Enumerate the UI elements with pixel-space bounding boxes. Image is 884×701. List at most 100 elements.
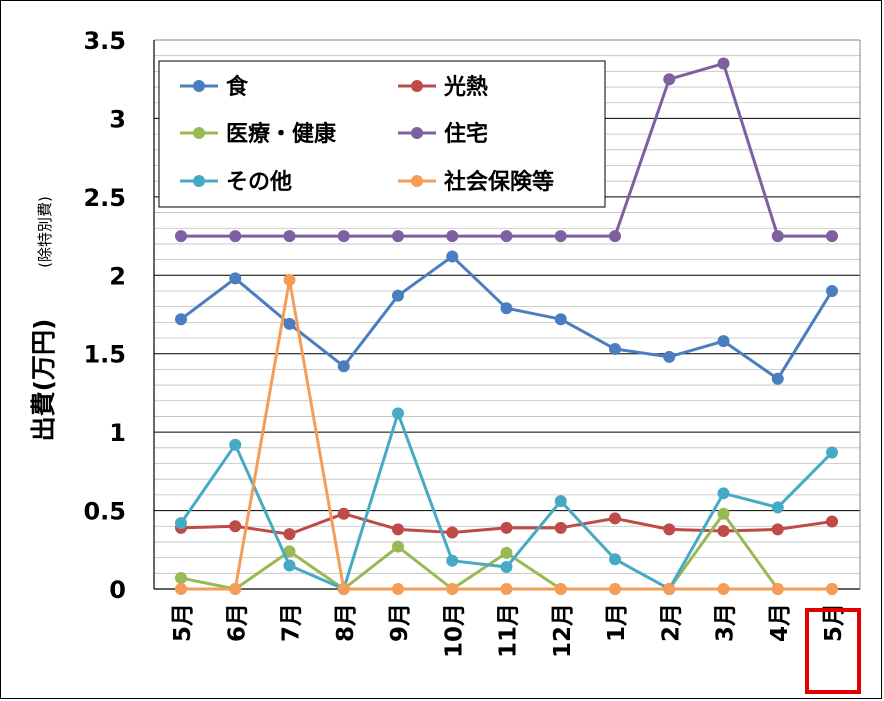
data-point [826,284,838,297]
data-point [283,545,296,558]
data-point [554,583,567,595]
legend-swatch-marker [411,127,423,139]
data-point [554,521,567,534]
data-point [392,540,404,553]
legend-label: 住宅 [444,121,488,147]
series-社会保険等 [175,273,838,595]
legend-label: 社会保険等 [444,169,554,195]
data-point [826,583,838,595]
data-point [446,230,459,243]
x-tick-label: 1月 [604,603,630,642]
data-point [717,524,730,537]
legend-label: 医療・健康 [226,121,337,147]
x-tick-label: 5月 [170,603,196,642]
x-tick-label: 9月 [387,603,413,642]
legend-swatch-marker [193,175,205,187]
data-point [609,230,621,243]
x-tick-label: 12月 [550,603,576,658]
series-光熱 [175,507,838,541]
data-point [283,528,296,541]
y-tick-label: 3 [109,105,126,133]
data-point [229,438,242,451]
data-point [283,273,296,286]
x-tick-label: 4月 [767,603,793,642]
data-point [609,553,621,566]
data-point [663,583,676,595]
data-point [826,515,838,528]
data-point [609,343,621,356]
y-axis-subtitle: (除特別費) [36,196,54,268]
y-tick-label: 1 [109,419,126,447]
series-食 [175,250,838,385]
data-point [229,520,242,533]
data-point [500,230,513,243]
x-tick-labels: 5月 6月 7月 8月 9月 10月 11月 12月 1月 2月 3月 4月 5月 [170,603,847,658]
y-axis-title: 出費(万円) [29,319,58,442]
legend-entry: 光熱 [398,74,488,100]
data-point [609,583,621,595]
legend-entry: 住宅 [398,121,488,147]
data-point [446,250,459,263]
data-point [771,583,784,595]
data-point [175,517,187,530]
data-point [717,507,730,520]
data-point [392,583,404,595]
data-point [500,302,513,315]
data-point [229,230,242,243]
data-point [554,313,567,326]
data-point [771,501,784,514]
data-point [283,230,296,243]
data-point [392,230,404,243]
data-point [229,583,242,595]
x-tick-label: 6月 [224,603,250,642]
series-lines [175,57,838,595]
y-tick-label: 3.5 [83,27,126,55]
data-point [175,313,187,326]
x-tick-label: 10月 [441,603,467,658]
data-point [717,487,730,500]
data-point [446,554,459,567]
data-point [663,73,676,86]
series-住宅 [175,57,838,243]
legend-entry: 医療・健康 [180,121,337,147]
legend-swatch-marker [411,175,423,187]
legend-entry: 社会保険等 [398,169,554,195]
y-tick-label: 0 [109,576,126,604]
legend-swatch-marker [193,127,205,139]
data-point [446,526,459,539]
x-tick-label: 2月 [658,603,684,642]
data-point [337,230,350,243]
legend-label: 食 [226,74,249,100]
data-point [663,350,676,363]
legend-swatch-marker [193,80,205,92]
data-point [337,583,350,595]
legend-label: 光熱 [443,74,488,100]
data-point [717,335,730,348]
series-医療・健康 [175,507,838,595]
data-point [175,583,187,595]
legend-box [158,60,606,208]
y-tick-label: 2 [109,262,126,290]
y-tick-label: 0.5 [83,498,126,526]
data-point [663,523,676,536]
data-point [337,507,350,520]
series-その他 [175,407,838,595]
legend-entry: 食 [180,74,249,100]
data-point [283,559,296,572]
y-axis-label: 出費(万円) (除特別費) [29,196,58,441]
data-point [771,372,784,385]
data-point [826,446,838,459]
data-point [392,523,404,536]
data-point [554,495,567,508]
x-tick-label: 8月 [333,603,359,642]
data-point [717,57,730,70]
legend-label: その他 [226,170,292,195]
data-point [609,512,621,525]
y-tick-label: 1.5 [83,341,126,369]
x-tick-label: 3月 [713,603,739,642]
data-point [229,272,242,285]
data-point [500,521,513,534]
